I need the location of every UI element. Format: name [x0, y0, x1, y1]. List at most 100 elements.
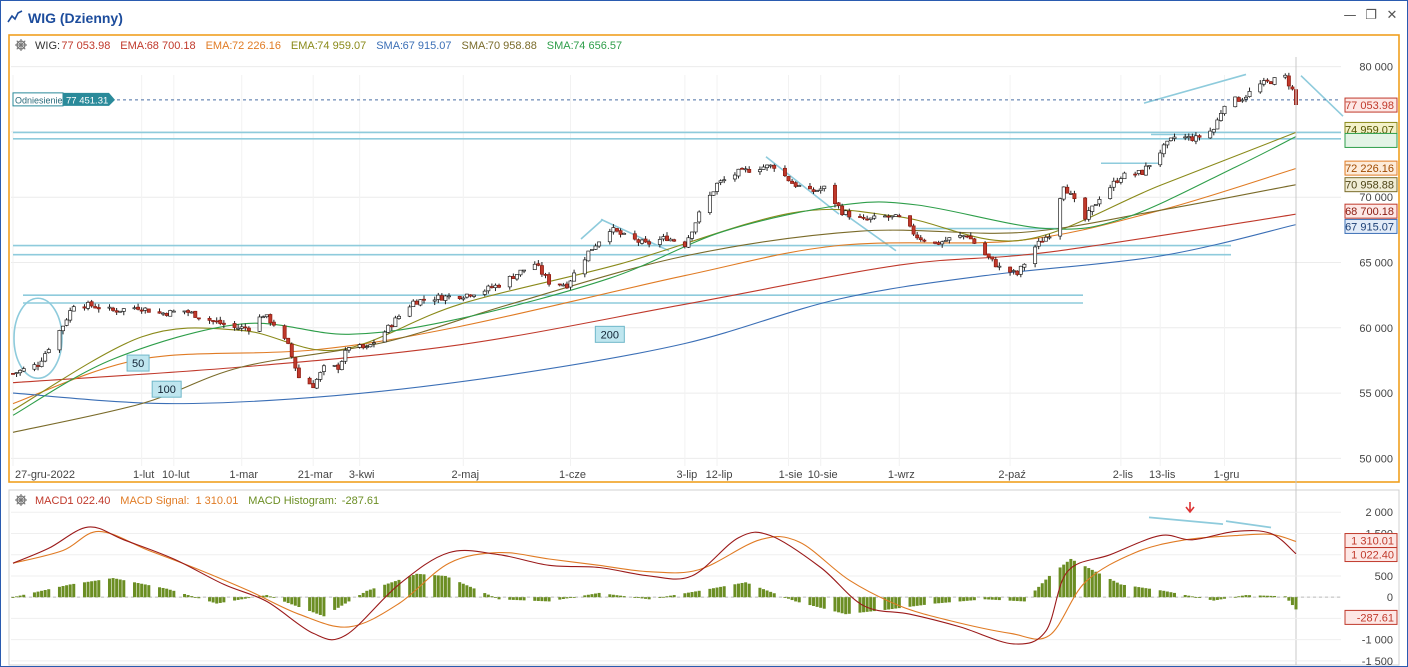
reference-value: 77 451.31	[66, 95, 108, 106]
candle-body	[361, 344, 366, 349]
candle-body	[647, 241, 652, 245]
candle	[293, 357, 298, 371]
price-tag-box	[1344, 177, 1398, 193]
candle-body	[1140, 169, 1145, 175]
macd-line	[12, 526, 1297, 645]
candle-body	[1265, 79, 1270, 82]
annotation-text: 100	[157, 384, 175, 396]
histogram-bar	[644, 597, 648, 599]
candle-body	[547, 274, 552, 285]
histogram-bar	[443, 575, 447, 598]
legend-value: 77 053.98	[61, 40, 110, 52]
candle	[983, 241, 988, 256]
histogram-bar	[433, 575, 437, 598]
histogram-bar	[1037, 586, 1041, 598]
x-tick-label: 1-cze	[559, 469, 586, 481]
candle	[14, 372, 19, 378]
candle	[808, 183, 812, 190]
candle-body	[732, 174, 737, 180]
histogram-bar	[808, 597, 812, 606]
candle	[518, 269, 523, 277]
candle	[736, 168, 741, 179]
candle-body	[1090, 205, 1095, 212]
histogram-bar	[483, 593, 487, 598]
candle-body	[518, 269, 523, 276]
macd-tag: 1 310.01	[1344, 533, 1398, 549]
macd-legend: MACD:1 022.40 MACD Signal: 1 310.01 MACD Hi…	[15, 494, 379, 507]
candle-body	[407, 306, 412, 317]
histogram-bar	[711, 588, 715, 598]
candle	[1068, 190, 1073, 195]
macd-tag: -287.61	[1344, 609, 1398, 625]
annotation-label: 200	[594, 325, 625, 343]
macd-gridlines	[11, 511, 1341, 662]
histogram-bar	[1008, 597, 1012, 601]
legend-label: SMA:	[376, 40, 403, 52]
candle-body	[1015, 270, 1020, 275]
histogram-bar	[133, 582, 137, 598]
chart-line-icon	[7, 10, 23, 23]
price-tag-text: 77 053.98	[1345, 100, 1394, 112]
histogram-bar	[158, 587, 162, 598]
candle	[261, 315, 266, 319]
histogram-bar	[258, 596, 262, 598]
restore-icon[interactable]: ❐	[1365, 8, 1377, 23]
candle-body	[18, 369, 23, 374]
candle	[221, 320, 226, 329]
histogram-bar	[590, 594, 594, 598]
candle	[1093, 203, 1098, 206]
candle	[918, 235, 923, 242]
candle-body	[461, 297, 466, 300]
candle-body	[1093, 204, 1098, 206]
candle	[765, 164, 770, 171]
candle-body	[668, 238, 673, 242]
candle	[732, 172, 737, 182]
candle	[1008, 266, 1013, 276]
price-tag	[1344, 132, 1398, 148]
candle	[232, 321, 237, 331]
candle-body	[261, 316, 266, 319]
candle-body	[611, 227, 616, 233]
close-icon[interactable]: ✕	[1386, 8, 1398, 23]
candle-body	[339, 361, 344, 371]
candle-body	[39, 360, 44, 367]
histogram-bar	[962, 597, 966, 602]
histogram-bar	[1165, 591, 1169, 598]
legend-value: 70 958.88	[488, 40, 537, 52]
down-arrow-icon	[1185, 502, 1195, 514]
histogram-bar	[1019, 597, 1023, 602]
histogram-bar	[82, 582, 86, 598]
candle	[64, 318, 69, 327]
histogram-bar	[847, 597, 851, 614]
candle-body	[1190, 136, 1195, 141]
trend-line	[580, 218, 604, 240]
candle-body	[368, 344, 373, 348]
legend-label: SMA:	[462, 40, 489, 52]
histogram-bar	[47, 589, 51, 598]
histogram-bar	[815, 597, 819, 607]
x-tick-label: 3-kwi	[349, 469, 375, 481]
histogram-bar	[1208, 597, 1212, 600]
candle	[447, 293, 451, 300]
candle	[257, 314, 262, 333]
histogram-bar	[68, 584, 72, 598]
candle	[1233, 96, 1238, 108]
candle-body	[993, 259, 998, 268]
candle-body	[622, 232, 627, 235]
candle	[464, 293, 469, 299]
histogram-bar	[837, 597, 841, 613]
candle-body	[543, 274, 548, 276]
histogram-bar	[336, 597, 340, 608]
histogram-bar	[197, 597, 201, 599]
histogram-bar	[361, 592, 365, 598]
x-tick-label: 1-gru	[1214, 469, 1240, 481]
candle-body	[1286, 75, 1291, 87]
candle-body	[82, 306, 87, 309]
candle-body	[858, 216, 862, 218]
candle-body	[761, 166, 766, 170]
candle-body	[990, 256, 995, 260]
histogram-bar	[240, 597, 244, 600]
candle	[597, 241, 602, 248]
price-tag-box	[1344, 218, 1398, 234]
minimize-icon[interactable]: —	[1343, 8, 1357, 23]
